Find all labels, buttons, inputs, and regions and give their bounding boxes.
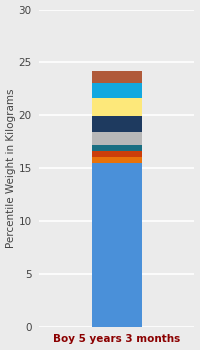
Bar — [92, 145, 142, 151]
Bar — [92, 71, 142, 83]
Bar — [92, 151, 142, 156]
Bar — [92, 156, 142, 163]
Bar — [92, 163, 142, 327]
Bar — [92, 98, 142, 116]
Y-axis label: Percentile Weight in Kilograms: Percentile Weight in Kilograms — [6, 89, 16, 248]
Bar — [92, 83, 142, 98]
Bar — [92, 116, 142, 132]
Bar — [92, 132, 142, 145]
